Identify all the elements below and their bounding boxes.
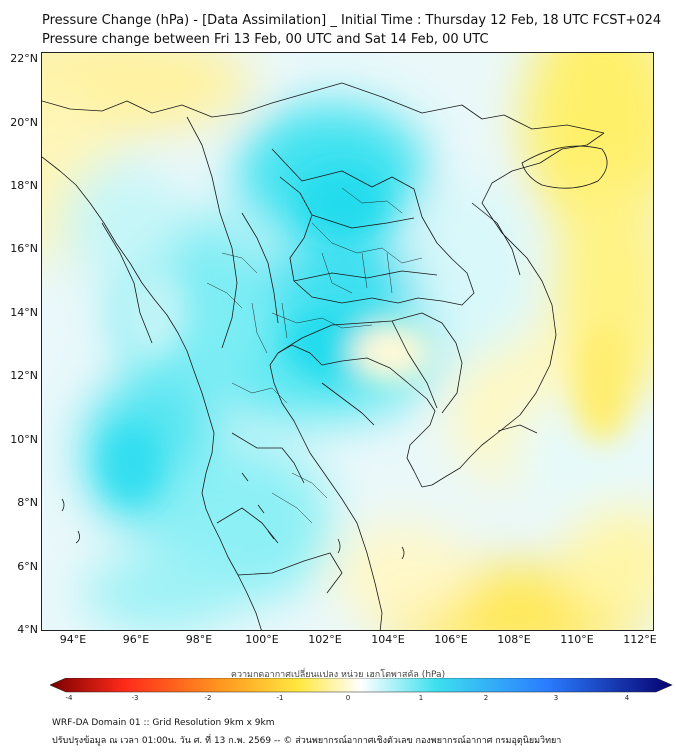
colorbar-gradient: [50, 678, 673, 693]
lat-label-10: 10°N: [10, 433, 38, 446]
lat-label-18: 18°N: [10, 179, 38, 192]
colorbar-title: ความกดอากาศเปลี่ยนแปลง หน่วย เฮกโตพาสคัล…: [230, 670, 446, 680]
lon-label-110: 110°E: [560, 633, 594, 646]
colorbar-tick: 2: [483, 694, 489, 702]
lon-label-100: 100°E: [245, 633, 279, 646]
lat-label-4: 4°N: [17, 623, 38, 636]
title-line-2: Pressure change between Fri 13 Feb, 00 U…: [42, 32, 489, 47]
colorbar-tick: 3: [553, 694, 559, 702]
colorbar-tick: -2: [204, 694, 212, 702]
update-credit: ปรับปรุงข้อมูล ณ เวลา 01:00น. วัน ศ. ที่…: [52, 736, 562, 746]
lon-label-102: 102°E: [308, 633, 342, 646]
lat-label-16: 16°N: [10, 242, 38, 255]
lon-label-108: 108°E: [497, 633, 531, 646]
lon-label-112: 112°E: [623, 633, 657, 646]
title-line-1: Pressure Change (hPa) - [Data Assimilati…: [42, 13, 662, 28]
colorbar-tick: -3: [131, 694, 139, 702]
pressure-field-detail: [102, 168, 632, 503]
province-borders: [206, 187, 423, 524]
colorbar-tick: -4: [65, 694, 73, 702]
lat-label-8: 8°N: [17, 496, 38, 509]
lon-label-106: 106°E: [434, 633, 468, 646]
lat-label-12: 12°N: [10, 369, 38, 382]
lon-label-104: 104°E: [371, 633, 405, 646]
map-canvas: [42, 53, 653, 630]
pressure-field: [42, 53, 653, 630]
lat-label-22: 22°N: [10, 52, 38, 65]
lat-label-14: 14°N: [10, 306, 38, 319]
colorbar-tick: 1: [418, 694, 424, 702]
lat-label-20: 20°N: [10, 116, 38, 129]
colorbar: [50, 678, 673, 693]
colorbar-tick: -1: [276, 694, 284, 702]
colorbar-tick: 0: [345, 694, 351, 702]
colorbar-tick: 4: [624, 694, 630, 702]
map-title: Pressure Change (hPa) - [Data Assimilati…: [42, 11, 661, 49]
coastlines-and-borders: [42, 82, 608, 630]
lon-label-98: 98°E: [185, 633, 213, 646]
model-info: WRF-DA Domain 01 :: Grid Resolution 9km …: [52, 718, 275, 728]
pressure-change-map[interactable]: [41, 52, 654, 631]
lon-label-96: 96°E: [122, 633, 150, 646]
lat-label-6: 6°N: [17, 560, 38, 573]
lon-label-94: 94°E: [59, 633, 87, 646]
